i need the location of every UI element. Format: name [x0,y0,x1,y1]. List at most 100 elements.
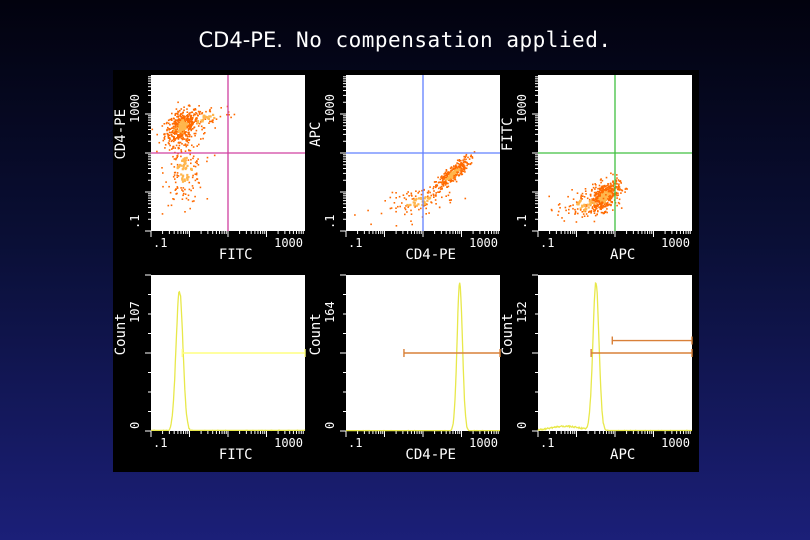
panel-2-event-dot [445,181,448,184]
panel-2-event-dot [437,191,439,193]
panel-1-event-dot [190,118,192,121]
panel-3-event-dot [599,179,602,181]
panel-3-event-dot [592,199,594,201]
panel-2-event-dot [425,213,427,215]
panel-3-event-dot [617,194,619,196]
panel-3-event-dot [597,200,600,202]
panel-1-event-dot [186,115,189,117]
panel-1-event-dot [200,125,203,128]
panel-3-event-dot [585,193,587,195]
panel-1-event-dot [179,125,182,128]
panel-3-event-dot [581,192,584,195]
panel-1-event-dot [188,135,191,138]
panel-2-event-dot [440,188,442,190]
panel-1-marks [151,101,236,215]
panel-3-event-dot [613,182,615,185]
slide-title-main: CD4-PE. [198,28,283,52]
panel-2-event-dot [460,162,463,164]
panel-1-event-dot [170,140,173,143]
panel-3-event-dot [594,200,597,203]
panel-1-event-dot [194,195,196,198]
panel-1-event-dot [181,143,183,145]
panel-1-event-dot [177,136,179,138]
panel-1-event-dot [182,159,185,162]
panel-3-event-dot [605,176,608,179]
panel-1-event-dot [181,133,183,135]
panel-1-event-dot [191,200,194,203]
panel-1-event-dot [190,116,192,118]
panel-1-event-dot [203,132,205,135]
panel-3-event-dot [607,198,609,200]
panel-1-event-dot [179,163,182,167]
panel-1-event-dot [186,117,188,120]
panel-1-event-dot [187,133,190,135]
panel-3-event-dot [608,187,610,190]
panel-2-event-dot [442,185,445,187]
panel-1-event-dot [182,128,186,131]
panel-1-event-dot [188,139,190,142]
panel-1-event-dot [182,125,185,129]
panel-3-event-dot [568,212,570,214]
panel-1-event-dot [172,117,175,120]
panel-6-y-tick-label-max: 132 [515,301,529,323]
panel-1-event-dot [173,128,176,131]
panel-2-event-dot [457,162,460,165]
panel-3-event-dot [581,216,584,218]
panel-1-event-dot [177,124,180,127]
panel-1-event-dot [188,114,191,116]
panel-1-event-dot [176,186,179,188]
panel-1-event-dot [210,120,212,123]
panel-2-event-dot [463,166,466,169]
panel-1-event-dot [184,150,187,152]
panel-2-event-dot [471,157,474,159]
panel-1-event-dot [176,187,179,189]
panel-1-event-dot [190,189,192,192]
panel-3-event-dot [605,202,608,205]
panel-1-event-dot [193,200,195,202]
panel-1-event-dot [179,113,182,116]
panel-3-event-dot [598,201,600,204]
panel-2-event-dot [391,191,394,194]
panel-2-event-dot [465,161,467,164]
panel-2-event-dot [444,171,447,174]
panel-3-event-dot [602,185,605,187]
panel-1-event-dot [184,127,187,130]
panel-2-event-dot [395,197,397,199]
panel-3-event-dot [589,193,592,196]
panel-3-event-dot [609,192,612,195]
panel-1-event-dot [178,121,180,123]
panel-2-event-dot [463,165,466,167]
panel-2-event-dot [444,181,447,184]
panel-3-event-dot [609,199,612,202]
panel-3-event-dot [618,186,620,189]
panel-1-event-dot [186,173,189,177]
panel-1-event-dot [202,137,204,140]
panel-1-event-dot [194,132,197,135]
panel-2-event-dot [403,197,406,199]
panel-3-event-dot [593,220,596,223]
panel-3-event-dot [599,197,602,201]
panel-2-marks [354,151,476,227]
panel-3-event-dot [601,199,604,202]
panel-2-event-dot [418,197,421,200]
panel-1-event-dot [185,156,188,159]
panel-3-event-dot [606,193,609,196]
panel-3-event-dot [600,186,603,189]
panel-2-event-dot [442,181,445,183]
panel-3-event-dot [596,207,598,210]
panel-1-event-dot [151,128,154,131]
panel-2-event-dot [464,171,466,173]
panel-2-event-dot [434,194,437,197]
panel-5-x-tick-label-min: .1 [348,436,362,450]
panel-2-event-dot [410,192,413,195]
panel-2-event-dot [443,175,446,177]
panel-3-event-dot [609,195,611,197]
panel-2-event-dot [452,180,455,182]
panel-1-event-dot [226,113,228,116]
panel-1-event-dot [192,128,194,130]
panel-2-event-dot [407,206,409,208]
panel-1-event-dot [182,111,184,114]
panel-2-event-dot [444,172,446,175]
panel-2-event-dot [454,178,456,180]
panel-1-event-dot [186,121,189,124]
